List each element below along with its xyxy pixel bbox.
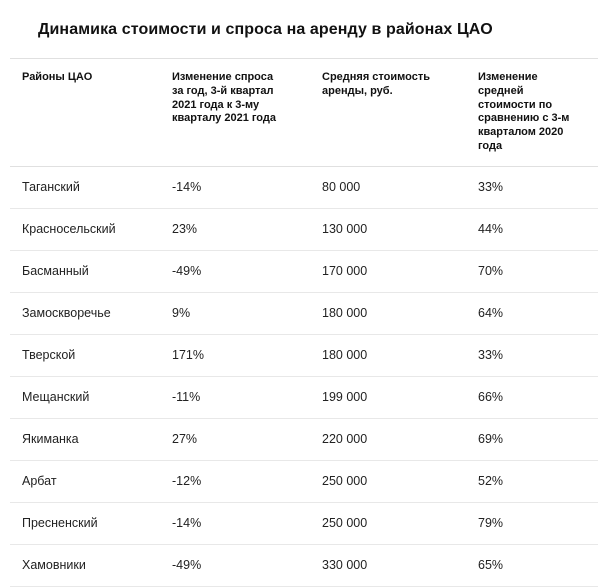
cell-demand-change: 23% [172, 222, 198, 237]
cell-avg-rent: 180 000 [322, 306, 368, 321]
cell-district: Тверской [22, 348, 76, 363]
column-header-district: Районы ЦАО [22, 71, 93, 84]
page-title: Динамика стоимости и спроса на аренду в … [38, 21, 493, 38]
cell-cost-change: 79% [478, 516, 504, 531]
cell-avg-rent: 250 000 [322, 516, 368, 531]
column-header-demand-change: Изменение спроса за год, 3-й квартал 202… [172, 71, 276, 125]
cell-cost-change: 64% [478, 306, 504, 321]
cell-district: Якиманка [22, 432, 79, 447]
cell-demand-change: 9% [172, 306, 191, 321]
cell-avg-rent: 220 000 [322, 432, 368, 447]
table-row: Хамовники -49% 330 000 65% [10, 545, 598, 587]
cell-avg-rent: 130 000 [322, 222, 368, 237]
cell-demand-change: -49% [172, 558, 202, 573]
table-row: Мещанский -11% 199 000 66% [10, 377, 598, 419]
cell-district: Пресненский [22, 516, 98, 531]
cell-district: Арбат [22, 474, 57, 489]
cell-district: Хамовники [22, 558, 86, 573]
cell-demand-change: -49% [172, 264, 202, 279]
cell-demand-change: 27% [172, 432, 198, 447]
cell-avg-rent: 199 000 [322, 390, 368, 405]
cell-cost-change: 33% [478, 180, 504, 195]
table-row: Пресненский -14% 250 000 79% [10, 503, 598, 545]
column-header-cost-change: Изменение средней стоимости по сравнению… [478, 71, 570, 152]
cell-cost-change: 44% [478, 222, 504, 237]
cell-avg-rent: 330 000 [322, 558, 368, 573]
cell-cost-change: 66% [478, 390, 504, 405]
cell-demand-change: -14% [172, 180, 202, 195]
cell-demand-change: 171% [172, 348, 204, 363]
cell-district: Замоскворечье [22, 306, 111, 321]
cell-cost-change: 65% [478, 558, 504, 573]
cell-demand-change: -14% [172, 516, 202, 531]
table-row: Тверской 171% 180 000 33% [10, 335, 598, 377]
cell-district: Красносельский [22, 222, 116, 237]
cell-avg-rent: 250 000 [322, 474, 368, 489]
cell-district: Таганский [22, 180, 80, 195]
rent-table: Районы ЦАО Изменение спроса за год, 3-й … [10, 58, 598, 587]
cell-demand-change: -11% [172, 390, 201, 405]
table-row: Таганский -14% 80 000 33% [10, 167, 598, 209]
cell-cost-change: 69% [478, 432, 504, 447]
table-row: Басманный -49% 170 000 70% [10, 251, 598, 293]
table-row: Красносельский 23% 130 000 44% [10, 209, 598, 251]
cell-district: Мещанский [22, 390, 90, 405]
cell-cost-change: 70% [478, 264, 504, 279]
column-header-avg-rent: Средняя стоимость аренды, руб. [322, 71, 430, 97]
cell-avg-rent: 80 000 [322, 180, 361, 195]
cell-avg-rent: 170 000 [322, 264, 368, 279]
cell-district: Басманный [22, 264, 89, 279]
table-row: Замоскворечье 9% 180 000 64% [10, 293, 598, 335]
cell-cost-change: 33% [478, 348, 504, 363]
cell-avg-rent: 180 000 [322, 348, 368, 363]
table-row: Арбат -12% 250 000 52% [10, 461, 598, 503]
cell-demand-change: -12% [172, 474, 202, 489]
table-header-row: Районы ЦАО Изменение спроса за год, 3-й … [10, 58, 598, 167]
table-row: Якиманка 27% 220 000 69% [10, 419, 598, 461]
cell-cost-change: 52% [478, 474, 504, 489]
